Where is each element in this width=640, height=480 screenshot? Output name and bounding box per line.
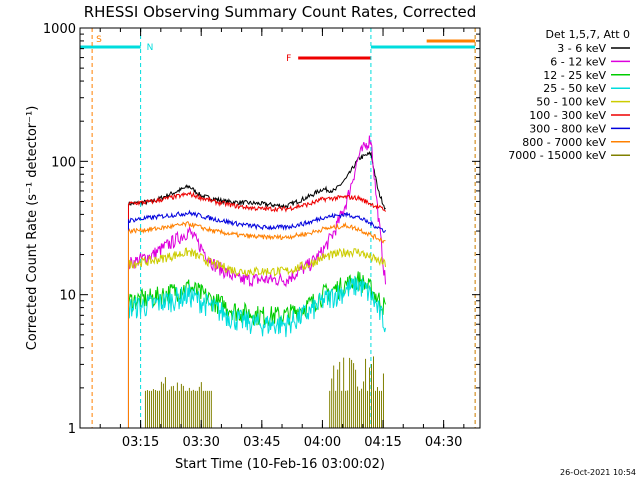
marker-label-f: F: [286, 54, 291, 64]
x-tick-label: 04:00: [304, 435, 341, 450]
series-line-3: [128, 275, 386, 338]
legend-entry-label: 800 - 7000 keV: [522, 136, 606, 149]
series-line-1: [128, 135, 386, 288]
y-tick-label: 100: [51, 155, 76, 170]
x-tick-label: 03:45: [243, 435, 280, 450]
series-line-6: [128, 209, 386, 234]
x-axis-label: Start Time (10-Feb-16 03:00:02): [175, 457, 385, 472]
y-tick-label: 10: [59, 289, 76, 304]
legend-entry-label: 25 - 50 keV: [543, 82, 606, 95]
legend-header: Det 1,5,7, Att 0: [546, 28, 630, 41]
legend-entry-label: 12 - 25 keV: [543, 69, 606, 82]
x-tick-label: 04:15: [364, 435, 401, 450]
series-line-7: [128, 221, 386, 244]
x-tick-label: 03:30: [182, 435, 219, 450]
series-line-5: [128, 190, 386, 213]
x-tick-label: 03:15: [122, 435, 159, 450]
chart-title: RHESSI Observing Summary Count Rates, Co…: [84, 3, 477, 21]
legend-entry-label: 7000 - 15000 keV: [508, 149, 606, 162]
series-line-4: [128, 247, 386, 277]
legend-entry-label: 6 - 12 keV: [550, 55, 606, 68]
legend-entry-label: 100 - 300 keV: [529, 109, 606, 122]
marker-label-n: N: [147, 43, 154, 53]
x-tick-label: 04:30: [425, 435, 462, 450]
plot-area: S N F 1 10 100 1000 03:15 03:30 03:45 04:00 04:15 04…: [43, 22, 481, 450]
series-line-0: [128, 150, 386, 211]
y-tick-label: 1000: [43, 22, 76, 37]
plot-frame: [79, 27, 481, 429]
y-tick-label: 1: [68, 422, 76, 437]
legend-entry-label: 300 - 800 keV: [529, 122, 606, 135]
legend-entry-label: 50 - 100 keV: [536, 96, 606, 109]
footer-timestamp: 26-Oct-2021 10:54: [560, 468, 636, 477]
legend-entry-label: 3 - 6 keV: [557, 42, 606, 55]
y-axis-label: Corrected Count Rate (s⁻¹ detector⁻¹): [25, 106, 40, 351]
marker-label-s: S: [96, 35, 102, 45]
